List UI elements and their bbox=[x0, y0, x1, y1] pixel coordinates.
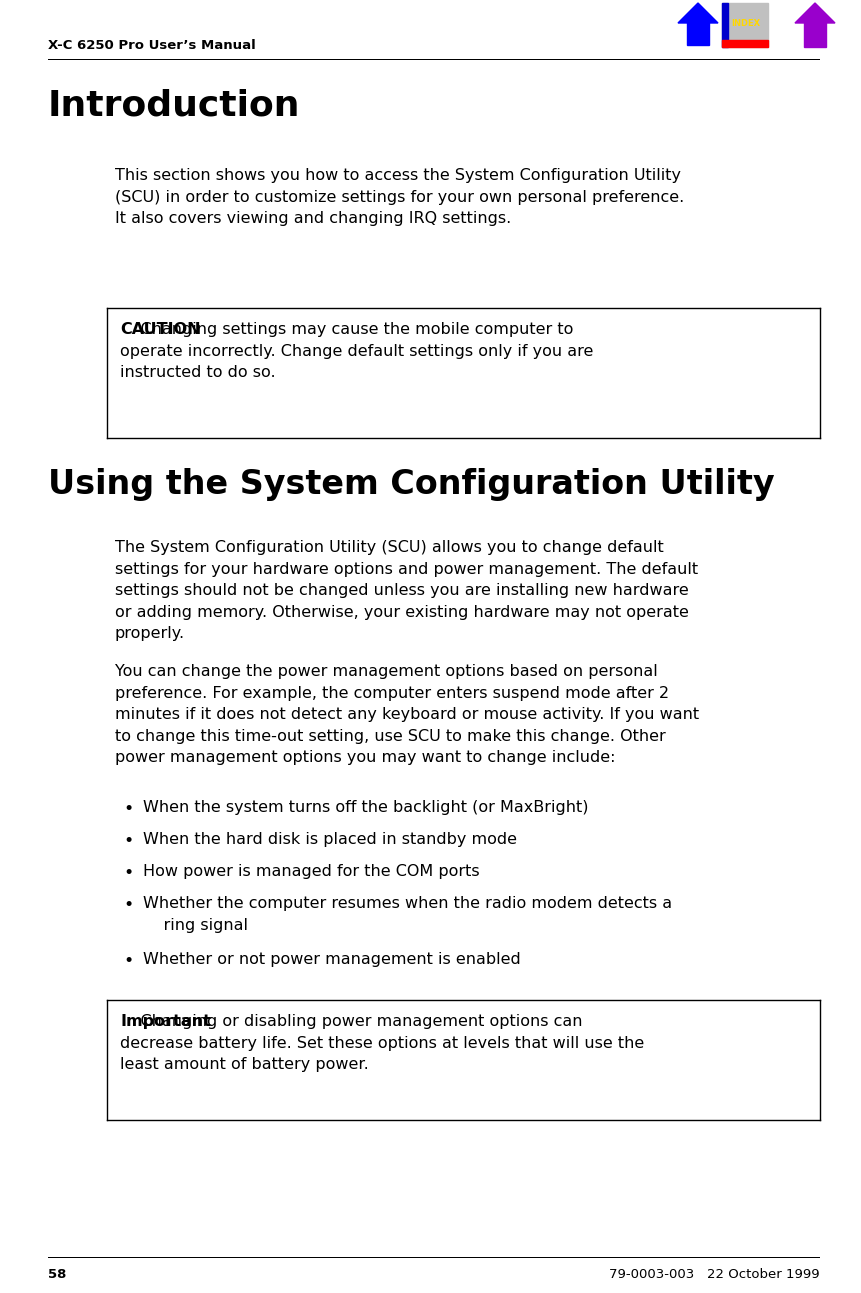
Text: 58: 58 bbox=[48, 1268, 66, 1281]
Text: Changing settings may cause the mobile computer to
operate incorrectly. Change d: Changing settings may cause the mobile c… bbox=[120, 322, 592, 380]
Bar bbox=[803, 22, 825, 47]
Bar bbox=[722, 40, 767, 47]
Text: Important: Important bbox=[120, 1014, 211, 1029]
Text: When the hard disk is placed in standby mode: When the hard disk is placed in standby … bbox=[143, 831, 517, 847]
Text: When the system turns off the backlight (or MaxBright): When the system turns off the backlight … bbox=[143, 800, 588, 815]
Bar bbox=[722, 3, 728, 47]
Text: Whether the computer resumes when the radio modem detects a
    ring signal: Whether the computer resumes when the ra… bbox=[143, 896, 672, 932]
Text: 79-0003-003   22 October 1999: 79-0003-003 22 October 1999 bbox=[609, 1268, 819, 1281]
Text: •: • bbox=[123, 952, 133, 970]
Text: •: • bbox=[123, 831, 133, 850]
Polygon shape bbox=[794, 3, 834, 23]
Text: INDEX: INDEX bbox=[731, 18, 759, 27]
Text: CAUTION: CAUTION bbox=[120, 322, 201, 337]
Text: •: • bbox=[123, 896, 133, 914]
Bar bbox=[686, 22, 709, 45]
Text: Whether or not power management is enabled: Whether or not power management is enabl… bbox=[143, 952, 520, 967]
Text: X-C 6250 Pro User’s Manual: X-C 6250 Pro User’s Manual bbox=[48, 39, 256, 52]
Text: •: • bbox=[123, 800, 133, 818]
Text: You can change the power management options based on personal
preference. For ex: You can change the power management opti… bbox=[115, 665, 698, 765]
Text: How power is managed for the COM ports: How power is managed for the COM ports bbox=[143, 864, 479, 879]
Bar bbox=[722, 3, 767, 47]
Text: Introduction: Introduction bbox=[48, 88, 300, 122]
Text: This section shows you how to access the System Configuration Utility
(SCU) in o: This section shows you how to access the… bbox=[115, 168, 684, 226]
Text: The System Configuration Utility (SCU) allows you to change default
settings for: The System Configuration Utility (SCU) a… bbox=[115, 540, 697, 641]
Text: Changing or disabling power management options can
decrease battery life. Set th: Changing or disabling power management o… bbox=[120, 1014, 643, 1072]
Text: •: • bbox=[123, 864, 133, 882]
Text: Using the System Configuration Utility: Using the System Configuration Utility bbox=[48, 468, 774, 500]
Polygon shape bbox=[678, 3, 717, 23]
